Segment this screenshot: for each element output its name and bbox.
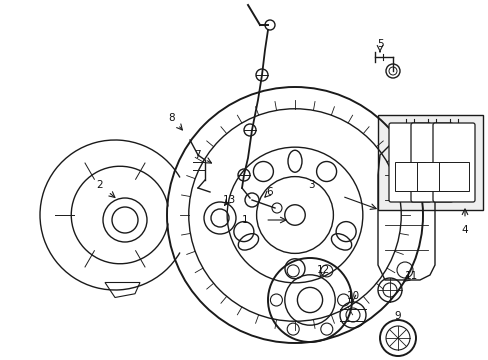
Text: 6: 6: [266, 187, 273, 197]
Text: 11: 11: [404, 271, 417, 281]
Bar: [394, 162, 424, 191]
Text: 2: 2: [97, 180, 103, 190]
FancyBboxPatch shape: [410, 123, 452, 202]
Text: 3: 3: [307, 180, 314, 190]
Bar: [377, 115, 482, 210]
Text: 1: 1: [241, 215, 248, 225]
Text: 9: 9: [394, 311, 401, 321]
Bar: [438, 162, 468, 191]
FancyBboxPatch shape: [432, 123, 474, 202]
Text: 5: 5: [376, 39, 383, 49]
Text: 8: 8: [168, 113, 175, 123]
Text: 7: 7: [193, 150, 200, 160]
Text: 4: 4: [461, 225, 468, 235]
Bar: [416, 162, 446, 191]
Text: 10: 10: [346, 291, 359, 301]
Text: 12: 12: [316, 265, 329, 275]
Text: 13: 13: [222, 195, 235, 205]
FancyBboxPatch shape: [388, 123, 430, 202]
